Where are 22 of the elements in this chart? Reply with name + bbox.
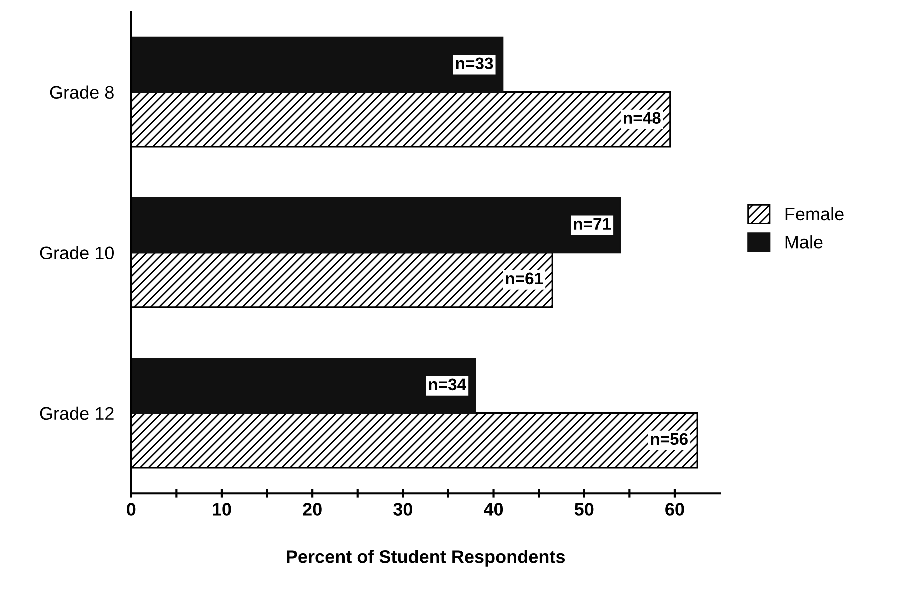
y-tick-label: Grade 12 [40,406,114,420]
x-tick-label: 40 [484,503,504,516]
bar [131,197,622,254]
x-tick-label: 50 [574,503,594,516]
x-tick-label: 0 [127,503,136,516]
annotation: n=48 [624,112,661,124]
y-tick-label: Grade 10 [40,246,114,260]
x-tick-label: 20 [303,503,322,516]
annotation: n=34 [429,378,466,391]
annotation: n=33 [456,58,494,70]
legend-label: Male [786,236,823,249]
x-tick-label: 30 [394,503,412,516]
legend-label: Female [786,207,844,221]
bar [131,358,476,414]
y-tick-label: Grade 8 [50,86,114,100]
annotation: n=71 [574,218,612,230]
annotation: n=56 [651,433,688,446]
annotation: n=61 [506,272,544,285]
x-tick-label: 60 [666,503,684,516]
bar [131,36,504,94]
x-tick-label: 10 [213,503,232,516]
x-axis-title: Percent of Student Respondents [287,550,566,567]
